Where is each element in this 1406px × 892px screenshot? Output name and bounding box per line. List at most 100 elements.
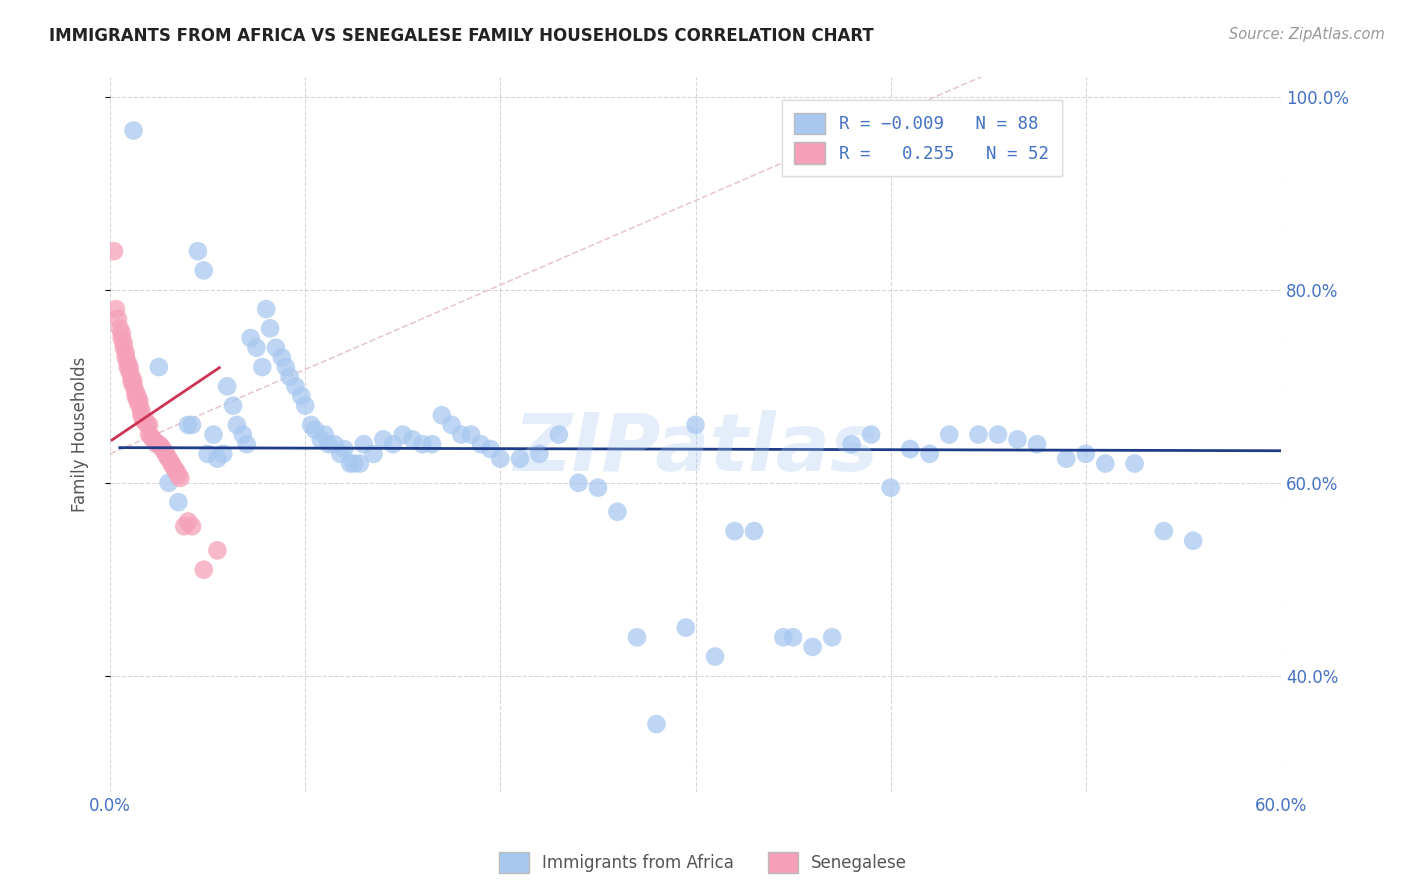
Point (274, 359, 297, 374)
Point (162, 458, 184, 473)
Point (127, 393, 149, 408)
Point (1074, 447, 1097, 461)
Point (181, 519, 204, 533)
Text: Source: ZipAtlas.com: Source: ZipAtlas.com (1229, 27, 1385, 42)
Point (318, 437, 340, 451)
Legend: Immigrants from Africa, Senegalese: Immigrants from Africa, Senegalese (492, 846, 914, 880)
Point (122, 123, 145, 137)
Point (122, 375, 145, 389)
Point (239, 331, 262, 345)
Point (363, 447, 385, 461)
Point (349, 457, 371, 471)
Point (165, 464, 187, 478)
Point (343, 457, 366, 471)
Point (401, 433, 423, 447)
Point (142, 433, 165, 447)
Point (509, 451, 531, 466)
Point (723, 524, 745, 538)
Point (129, 409, 152, 423)
Point (104, 302, 127, 317)
Point (108, 321, 131, 335)
Point (841, 437, 863, 451)
Point (157, 475, 180, 490)
Point (645, 717, 668, 731)
Point (987, 427, 1010, 442)
Point (411, 437, 433, 451)
Point (339, 457, 361, 471)
Point (329, 447, 352, 461)
Point (124, 384, 146, 398)
Point (193, 563, 215, 577)
Point (122, 379, 145, 393)
Point (801, 640, 824, 654)
Point (264, 341, 287, 355)
Point (606, 505, 628, 519)
Point (898, 442, 921, 456)
Point (284, 379, 307, 393)
Point (626, 630, 648, 644)
Point (675, 621, 697, 635)
Point (128, 399, 150, 413)
Text: ZIPatlas: ZIPatlas (513, 409, 877, 488)
Point (860, 427, 883, 442)
Point (314, 427, 336, 442)
Point (153, 445, 176, 459)
Point (143, 434, 166, 449)
Point (112, 341, 135, 355)
Point (333, 442, 356, 456)
Point (207, 543, 229, 558)
Point (704, 649, 727, 664)
Point (128, 393, 150, 408)
Point (586, 481, 609, 495)
Point (177, 417, 200, 432)
Point (217, 379, 239, 393)
Point (232, 427, 254, 442)
Point (1007, 433, 1029, 447)
Point (167, 495, 190, 509)
Point (129, 403, 152, 417)
Point (163, 461, 186, 475)
Point (1153, 524, 1175, 538)
Point (254, 302, 277, 317)
Point (138, 427, 160, 442)
Point (470, 437, 492, 451)
Point (226, 417, 249, 432)
Point (548, 427, 571, 442)
Point (304, 423, 326, 437)
Point (1054, 451, 1077, 466)
Point (117, 355, 139, 369)
Point (138, 417, 160, 432)
Point (782, 630, 804, 644)
Point (1123, 457, 1146, 471)
Point (157, 451, 180, 466)
Point (148, 437, 170, 451)
Point (136, 417, 159, 432)
Point (103, 244, 125, 259)
Point (139, 429, 162, 443)
Point (107, 311, 129, 326)
Point (938, 427, 960, 442)
Point (149, 439, 172, 453)
Point (127, 389, 149, 403)
Point (294, 399, 316, 413)
Point (420, 437, 443, 451)
Point (270, 351, 292, 365)
Point (529, 447, 551, 461)
Point (193, 263, 215, 277)
Point (460, 427, 482, 442)
Point (391, 427, 413, 442)
Point (430, 409, 453, 423)
Point (918, 447, 941, 461)
Point (259, 321, 281, 335)
Point (685, 417, 707, 432)
Point (112, 335, 135, 350)
Point (450, 427, 472, 442)
Point (169, 471, 191, 485)
Point (181, 417, 204, 432)
Point (132, 413, 155, 427)
Point (879, 481, 901, 495)
Point (111, 326, 134, 341)
Point (187, 244, 209, 259)
Point (772, 630, 794, 644)
Point (1094, 457, 1116, 471)
